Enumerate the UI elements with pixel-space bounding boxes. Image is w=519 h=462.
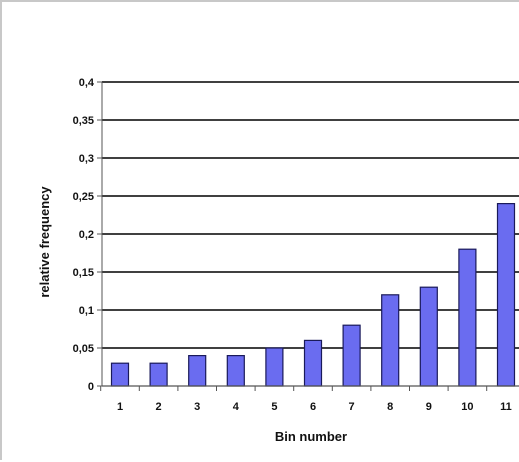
bar [265, 347, 284, 387]
x-tick-label: 2 [156, 401, 162, 413]
bar [419, 286, 438, 387]
x-tick-label: 8 [387, 401, 393, 413]
bars [110, 203, 516, 387]
y-tick-label: 0,05 [73, 343, 94, 355]
x-axis-title: Bin number [275, 429, 347, 444]
bar [342, 324, 361, 387]
gridlines [102, 81, 519, 349]
y-tick-label: 0,2 [79, 229, 94, 241]
x-tick-label: 10 [461, 401, 473, 413]
x-tick-label: 11 [500, 401, 512, 413]
x-tick-label: 9 [426, 401, 432, 413]
axes [97, 81, 519, 391]
bar [149, 362, 168, 387]
y-axis-title: relative frequency [37, 186, 52, 298]
x-tick-label: 7 [349, 401, 355, 413]
bar [303, 339, 323, 387]
tick-labels: 0 0,05 0,1 0,15 0,2 0,25 0,3 0,35 0,4 1 2 3 4 5 6 7 8 9 10… [73, 77, 512, 413]
x-tick-label: 4 [233, 401, 240, 413]
y-tick-label: 0,1 [79, 305, 94, 317]
x-tick-label: 3 [194, 401, 200, 413]
y-tick-label: 0,4 [79, 77, 95, 89]
y-tick-label: 0,3 [79, 153, 94, 165]
bar [496, 203, 516, 387]
y-tick-label: 0,15 [73, 267, 94, 279]
y-tick-label: 0,25 [73, 191, 94, 203]
y-tick-label: 0 [88, 381, 94, 393]
bar [188, 355, 207, 387]
bar [226, 355, 245, 387]
x-tick-label: 5 [271, 401, 277, 413]
bar [110, 362, 130, 387]
bar [458, 248, 477, 387]
x-tick-label: 6 [310, 401, 316, 413]
y-tick-label: 0,35 [73, 115, 94, 127]
bar [381, 294, 400, 387]
x-tick-label: 1 [117, 401, 123, 413]
